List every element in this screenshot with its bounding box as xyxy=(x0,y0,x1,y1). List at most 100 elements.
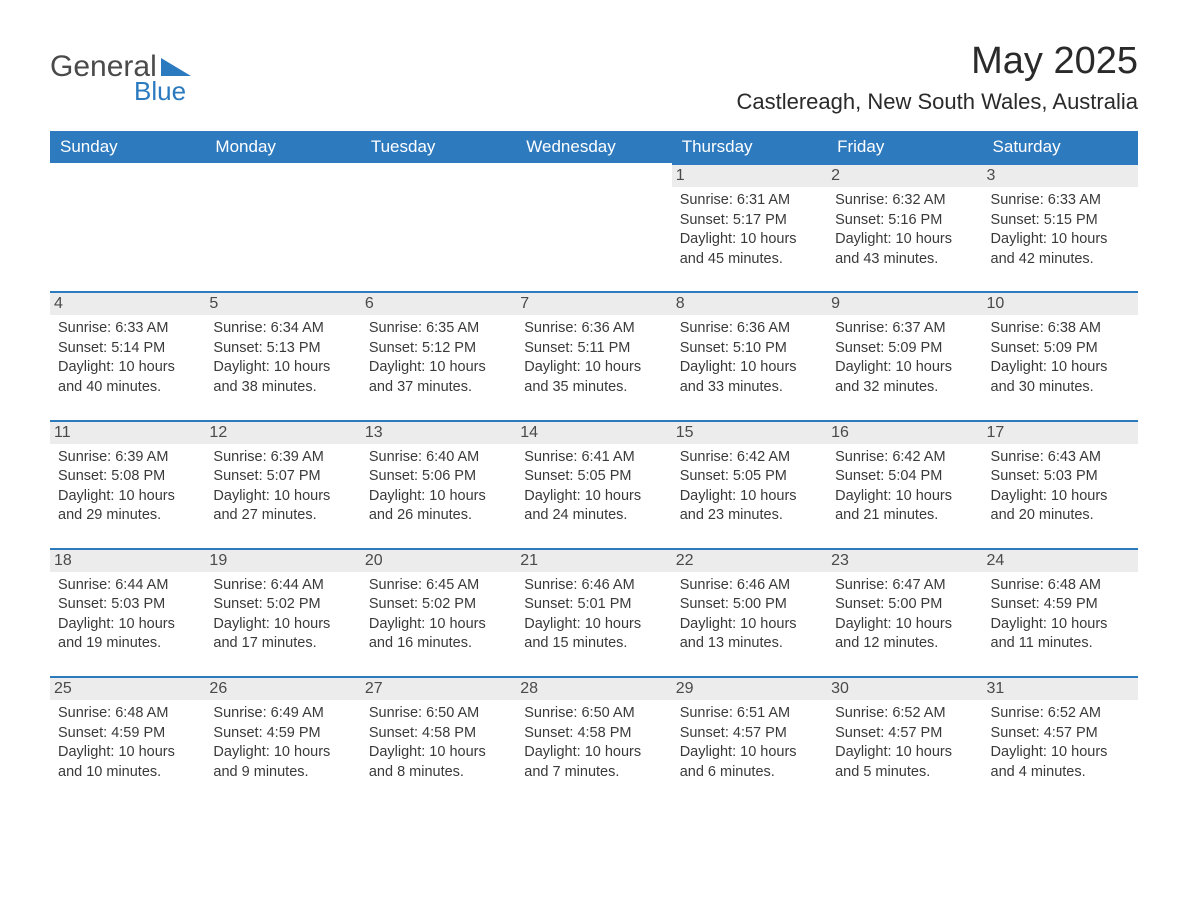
calendar-cell: 21 Sunrise: 6:46 AMSunset: 5:01 PMDayligh… xyxy=(516,548,671,676)
weekday-header: Tuesday xyxy=(361,131,516,163)
calendar-cell: 14 Sunrise: 6:41 AMSunset: 5:05 PMDayligh… xyxy=(516,420,671,548)
calendar-cell: 10 Sunrise: 6:38 AMSunset: 5:09 PMDayligh… xyxy=(983,291,1138,419)
calendar-cell: 4 Sunrise: 6:33 AMSunset: 5:14 PMDaylight… xyxy=(50,291,205,419)
calendar-cell: 20 Sunrise: 6:45 AMSunset: 5:02 PMDayligh… xyxy=(361,548,516,676)
day-info: Sunrise: 6:52 AMSunset: 4:57 PMDaylight:… xyxy=(991,704,1130,782)
calendar-cell xyxy=(50,163,205,291)
day-number: 8 xyxy=(672,291,827,315)
calendar-cell: 1Sunrise: 6:31 AMSunset: 5:17 PMDaylight… xyxy=(672,163,827,291)
day-info: Sunrise: 6:43 AMSunset: 5:03 PMDaylight:… xyxy=(991,448,1130,526)
calendar-cell: 7Sunrise: 6:36 AMSunset: 5:11 PMDaylight… xyxy=(516,291,671,419)
day-number: 2 xyxy=(827,163,982,187)
weekday-header-row: SundayMondayTuesdayWednesdayThursdayFrid… xyxy=(50,131,1138,163)
day-number: 29 xyxy=(672,676,827,700)
day-number: 1 xyxy=(672,163,827,187)
day-info: Sunrise: 6:36 AMSunset: 5:10 PMDaylight:… xyxy=(680,319,819,397)
day-number: 31 xyxy=(983,676,1138,700)
day-info: Sunrise: 6:40 AMSunset: 5:06 PMDaylight:… xyxy=(369,448,508,526)
day-info: Sunrise: 6:33 AMSunset: 5:14 PMDaylight:… xyxy=(58,319,197,397)
logo: General Blue xyxy=(50,50,191,107)
day-info: Sunrise: 6:48 AMSunset: 4:59 PMDaylight:… xyxy=(58,704,197,782)
weekday-header: Thursday xyxy=(672,131,827,163)
day-info: Sunrise: 6:46 AMSunset: 5:01 PMDaylight:… xyxy=(524,576,663,654)
logo-text-blue: Blue xyxy=(134,76,186,107)
month-title: May 2025 xyxy=(737,40,1139,83)
day-number: 6 xyxy=(361,291,516,315)
calendar-cell: 19Sunrise: 6:44 AMSunset: 5:02 PMDayligh… xyxy=(205,548,360,676)
day-number: 30 xyxy=(827,676,982,700)
day-info: Sunrise: 6:32 AMSunset: 5:16 PMDaylight:… xyxy=(835,191,974,269)
calendar-cell: 13 Sunrise: 6:40 AMSunset: 5:06 PMDayligh… xyxy=(361,420,516,548)
calendar-row: 11Sunrise: 6:39 AMSunset: 5:08 PMDayligh… xyxy=(50,420,1138,548)
day-number: 4 xyxy=(50,291,205,315)
day-info: Sunrise: 6:35 AMSunset: 5:12 PMDaylight:… xyxy=(369,319,508,397)
weekday-header: Saturday xyxy=(983,131,1138,163)
day-number: 3 xyxy=(983,163,1138,187)
logo-triangle-icon xyxy=(161,58,191,76)
calendar-cell xyxy=(205,163,360,291)
calendar-cell: 3 Sunrise: 6:33 AMSunset: 5:15 PMDaylight… xyxy=(983,163,1138,291)
day-number: 22 xyxy=(672,548,827,572)
day-number: 7 xyxy=(516,291,671,315)
calendar-cell: 11Sunrise: 6:39 AMSunset: 5:08 PMDayligh… xyxy=(50,420,205,548)
calendar-row: 4 Sunrise: 6:33 AMSunset: 5:14 PMDaylight… xyxy=(50,291,1138,419)
calendar-cell: 2 Sunrise: 6:32 AMSunset: 5:16 PMDaylight… xyxy=(827,163,982,291)
page-header: General Blue May 2025 Castlereagh, New S… xyxy=(50,40,1138,115)
day-info: Sunrise: 6:47 AMSunset: 5:00 PMDaylight:… xyxy=(835,576,974,654)
day-info: Sunrise: 6:39 AMSunset: 5:07 PMDaylight:… xyxy=(213,448,352,526)
day-number: 28 xyxy=(516,676,671,700)
day-number: 18 xyxy=(50,548,205,572)
calendar-cell: 9Sunrise: 6:37 AMSunset: 5:09 PMDaylight… xyxy=(827,291,982,419)
day-number: 11 xyxy=(50,420,205,444)
day-number: 24 xyxy=(983,548,1138,572)
day-info: Sunrise: 6:33 AMSunset: 5:15 PMDaylight:… xyxy=(991,191,1130,269)
calendar-row: 25 Sunrise: 6:48 AMSunset: 4:59 PMDayligh… xyxy=(50,676,1138,804)
day-number: 10 xyxy=(983,291,1138,315)
calendar-cell: 17 Sunrise: 6:43 AMSunset: 5:03 PMDayligh… xyxy=(983,420,1138,548)
day-info: Sunrise: 6:49 AMSunset: 4:59 PMDaylight:… xyxy=(213,704,352,782)
day-info: Sunrise: 6:50 AMSunset: 4:58 PMDaylight:… xyxy=(524,704,663,782)
day-info: Sunrise: 6:44 AMSunset: 5:03 PMDaylight:… xyxy=(58,576,197,654)
calendar-row: 1Sunrise: 6:31 AMSunset: 5:17 PMDaylight… xyxy=(50,163,1138,291)
day-info: Sunrise: 6:44 AMSunset: 5:02 PMDaylight:… xyxy=(213,576,352,654)
location-subtitle: Castlereagh, New South Wales, Australia xyxy=(737,89,1139,115)
calendar-cell: 25 Sunrise: 6:48 AMSunset: 4:59 PMDayligh… xyxy=(50,676,205,804)
calendar-cell: 29 Sunrise: 6:51 AMSunset: 4:57 PMDayligh… xyxy=(672,676,827,804)
day-info: Sunrise: 6:34 AMSunset: 5:13 PMDaylight:… xyxy=(213,319,352,397)
calendar-cell: 5Sunrise: 6:34 AMSunset: 5:13 PMDaylight… xyxy=(205,291,360,419)
calendar-cell: 12 Sunrise: 6:39 AMSunset: 5:07 PMDayligh… xyxy=(205,420,360,548)
day-number: 20 xyxy=(361,548,516,572)
calendar-cell xyxy=(361,163,516,291)
day-number: 21 xyxy=(516,548,671,572)
day-info: Sunrise: 6:50 AMSunset: 4:58 PMDaylight:… xyxy=(369,704,508,782)
weekday-header: Sunday xyxy=(50,131,205,163)
calendar-cell: 8 Sunrise: 6:36 AMSunset: 5:10 PMDaylight… xyxy=(672,291,827,419)
day-info: Sunrise: 6:41 AMSunset: 5:05 PMDaylight:… xyxy=(524,448,663,526)
day-info: Sunrise: 6:51 AMSunset: 4:57 PMDaylight:… xyxy=(680,704,819,782)
day-number: 15 xyxy=(672,420,827,444)
calendar-cell: 16Sunrise: 6:42 AMSunset: 5:04 PMDayligh… xyxy=(827,420,982,548)
day-info: Sunrise: 6:42 AMSunset: 5:04 PMDaylight:… xyxy=(835,448,974,526)
calendar-cell: 22 Sunrise: 6:46 AMSunset: 5:00 PMDayligh… xyxy=(672,548,827,676)
day-info: Sunrise: 6:48 AMSunset: 4:59 PMDaylight:… xyxy=(991,576,1130,654)
day-number: 12 xyxy=(205,420,360,444)
calendar-cell: 15Sunrise: 6:42 AMSunset: 5:05 PMDayligh… xyxy=(672,420,827,548)
day-info: Sunrise: 6:46 AMSunset: 5:00 PMDaylight:… xyxy=(680,576,819,654)
day-info: Sunrise: 6:38 AMSunset: 5:09 PMDaylight:… xyxy=(991,319,1130,397)
day-number: 14 xyxy=(516,420,671,444)
day-number: 17 xyxy=(983,420,1138,444)
calendar-cell xyxy=(516,163,671,291)
calendar-table: SundayMondayTuesdayWednesdayThursdayFrid… xyxy=(50,131,1138,804)
day-info: Sunrise: 6:45 AMSunset: 5:02 PMDaylight:… xyxy=(369,576,508,654)
day-number: 25 xyxy=(50,676,205,700)
day-info: Sunrise: 6:37 AMSunset: 5:09 PMDaylight:… xyxy=(835,319,974,397)
day-number: 27 xyxy=(361,676,516,700)
calendar-cell: 6 Sunrise: 6:35 AMSunset: 5:12 PMDaylight… xyxy=(361,291,516,419)
calendar-cell: 27 Sunrise: 6:50 AMSunset: 4:58 PMDayligh… xyxy=(361,676,516,804)
title-block: May 2025 Castlereagh, New South Wales, A… xyxy=(737,40,1139,115)
day-number: 13 xyxy=(361,420,516,444)
calendar-cell: 30Sunrise: 6:52 AMSunset: 4:57 PMDayligh… xyxy=(827,676,982,804)
calendar-row: 18 Sunrise: 6:44 AMSunset: 5:03 PMDayligh… xyxy=(50,548,1138,676)
calendar-cell: 24 Sunrise: 6:48 AMSunset: 4:59 PMDayligh… xyxy=(983,548,1138,676)
calendar-cell: 26Sunrise: 6:49 AMSunset: 4:59 PMDayligh… xyxy=(205,676,360,804)
